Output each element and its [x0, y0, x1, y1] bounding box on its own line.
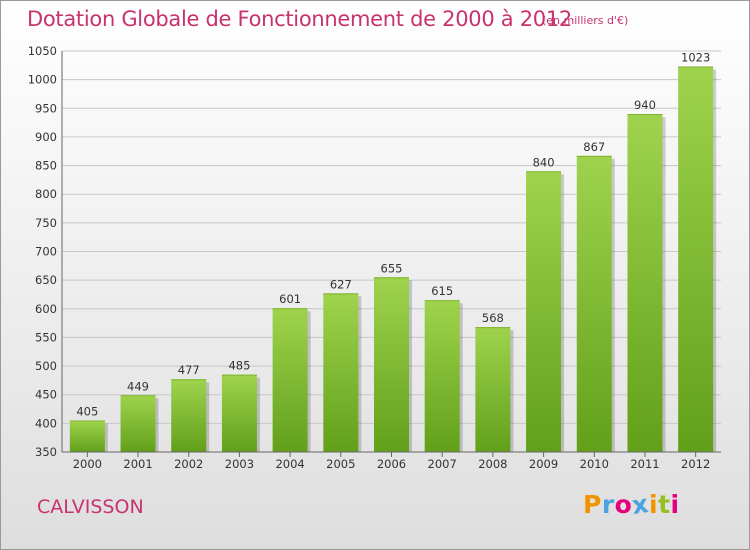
x-tick-label: 2006	[377, 457, 406, 471]
brand-letter: P	[583, 490, 602, 519]
y-tick-label: 700	[35, 245, 57, 259]
data-label: 477	[178, 363, 200, 377]
bar	[627, 114, 663, 452]
chart-subtitle: (en milliers d'€)	[542, 14, 629, 27]
y-tick-label: 600	[35, 302, 57, 316]
bar	[221, 374, 257, 452]
x-tick-label: 2002	[174, 457, 203, 471]
data-label: 485	[228, 359, 250, 373]
x-tick-label: 2012	[681, 457, 710, 471]
bar	[69, 420, 105, 452]
bar	[272, 308, 308, 452]
bar	[424, 300, 460, 452]
proxiti-logo: Proxiti	[583, 488, 680, 521]
bar	[526, 171, 562, 453]
brand-letter: x	[630, 488, 651, 521]
bar	[678, 66, 714, 453]
data-label: 1023	[681, 50, 710, 64]
y-tick-label: 900	[35, 130, 57, 144]
y-tick-label: 750	[35, 216, 57, 230]
y-tick-label: 650	[35, 273, 57, 287]
y-tick-label: 350	[35, 445, 57, 459]
data-label: 655	[381, 261, 403, 275]
x-tick-label: 2000	[73, 457, 102, 471]
data-label: 449	[127, 379, 149, 393]
y-tick-label: 550	[35, 330, 57, 344]
data-label: 627	[330, 277, 352, 291]
bar	[475, 327, 511, 452]
brand-letter: i	[649, 490, 659, 519]
brand-letter: t	[658, 490, 671, 519]
data-label: 840	[533, 155, 555, 169]
bars	[69, 66, 717, 453]
y-tick-label: 500	[35, 359, 57, 373]
y-tick-label: 1000	[28, 73, 57, 87]
x-tick-label: 2005	[326, 457, 355, 471]
x-tick-label: 2008	[478, 457, 507, 471]
commune-name: CALVISSON	[37, 496, 144, 518]
brand-letter: r	[601, 490, 615, 519]
brand-letter: o	[614, 490, 633, 519]
bar	[120, 395, 156, 452]
y-tick-label: 800	[35, 187, 57, 201]
y-tick-label: 400	[35, 416, 57, 430]
y-tick-label: 950	[35, 101, 57, 115]
x-tick-label: 2010	[580, 457, 609, 471]
x-tick-label: 2004	[275, 457, 304, 471]
x-tick-label: 2011	[630, 457, 659, 471]
data-label: 601	[279, 292, 301, 306]
x-tick-label: 2001	[123, 457, 152, 471]
brand-letter: i	[670, 490, 680, 519]
x-tick-label: 2003	[225, 457, 254, 471]
x-tick-label: 2009	[529, 457, 558, 471]
x-tick-label: 2007	[428, 457, 457, 471]
data-label: 615	[431, 284, 453, 298]
y-tick-label: 450	[35, 388, 57, 402]
data-label: 405	[76, 404, 98, 418]
data-label: 568	[482, 311, 504, 325]
bar	[171, 379, 207, 452]
bar	[323, 293, 359, 452]
y-tick-label: 1050	[28, 44, 57, 58]
data-label: 940	[634, 98, 656, 112]
y-tick-label: 850	[35, 159, 57, 173]
axes: 350 400 450 500 550 600 650 700 750 800 850 900 950 1…	[28, 44, 721, 471]
bar	[374, 277, 409, 452]
chart-title: Dotation Globale de Fonctionnement de 20…	[27, 7, 572, 31]
data-label: 867	[583, 140, 605, 154]
bar	[576, 155, 612, 452]
